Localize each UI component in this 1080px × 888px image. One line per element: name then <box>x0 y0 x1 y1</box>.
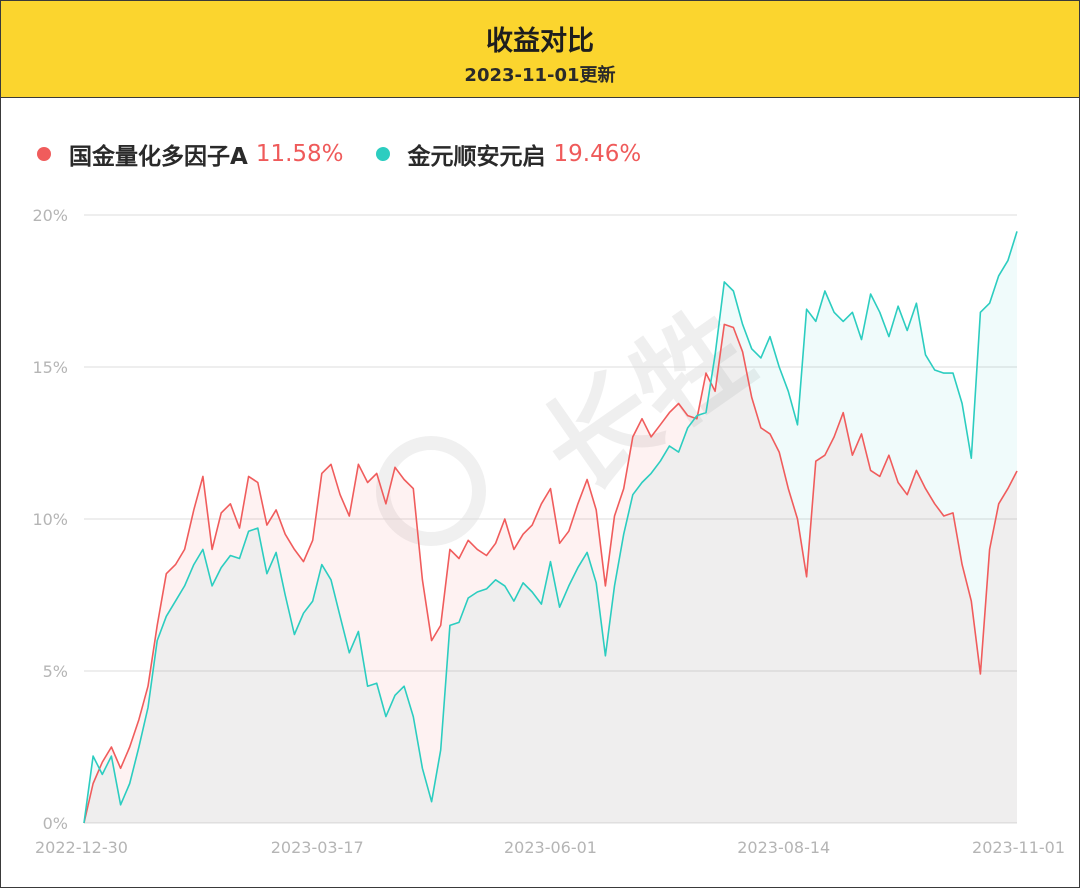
legend: 国金量化多因子A 11.58% 金元顺安元启 19.46% <box>37 137 673 171</box>
chart-header: 收益对比 2023-11-01更新 <box>1 1 1079 98</box>
x-tick-label: 2023-06-01 <box>504 838 597 857</box>
y-tick-label: 5% <box>43 662 68 681</box>
legend-value-jinyuan: 19.46% <box>553 141 642 167</box>
watermark-circle-icon <box>376 436 486 546</box>
y-axis-ticks: 0% 5% 10% 15% 20% <box>32 206 68 833</box>
grid-lines <box>84 214 1017 824</box>
legend-item-jinyuan[interactable]: 金元顺安元启 19.46% <box>375 137 642 171</box>
x-tick-label: 2023-03-17 <box>271 838 364 857</box>
legend-dot-guojin <box>37 147 51 161</box>
legend-label-guojin: 国金量化多因子A <box>69 144 248 170</box>
legend-dot-jinyuan <box>375 147 390 161</box>
x-tick-label: 2022-12-30 <box>35 838 128 857</box>
legend-label-jinyuan: 金元顺安元启 <box>407 144 546 170</box>
y-tick-label: 0% <box>43 814 68 833</box>
y-tick-label: 15% <box>32 358 68 377</box>
y-tick-label: 20% <box>32 206 68 225</box>
y-tick-label: 10% <box>32 510 68 529</box>
x-tick-label: 2023-08-14 <box>737 838 830 857</box>
legend-item-guojin[interactable]: 国金量化多因子A 11.58% <box>37 137 344 171</box>
series-line-1 <box>83 231 1018 824</box>
series-areas <box>84 231 1017 823</box>
series-line-0 <box>83 323 1018 824</box>
legend-value-guojin: 11.58% <box>255 141 344 167</box>
x-tick-label: 2023-11-01 <box>972 838 1065 857</box>
series-lines <box>83 231 1018 824</box>
series-area-0 <box>84 324 1017 823</box>
x-axis-ticks: 2022-12-30 2023-03-17 2023-06-01 2023-08-14… <box>35 838 1065 857</box>
chart-title: 收益对比 <box>486 26 594 57</box>
update-date: 2023-11-01更新 <box>464 65 616 86</box>
